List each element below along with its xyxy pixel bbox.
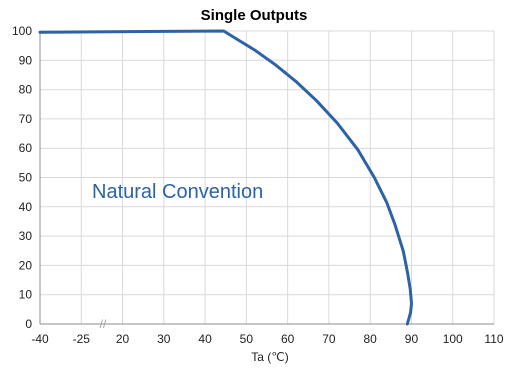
y-tick-label: 70: [19, 112, 33, 126]
y-tick-label: 80: [19, 83, 33, 97]
x-tick-label: -25: [73, 332, 91, 346]
x-tick-label: 40: [198, 332, 212, 346]
x-tick-label: 30: [157, 332, 171, 346]
x-tick-label: 20: [116, 332, 130, 346]
x-tick-label: -40: [31, 332, 49, 346]
grid: [40, 30, 495, 324]
y-tick-label: 90: [19, 53, 33, 67]
series-line-0: [38, 29, 413, 326]
x-tick-label: 50: [240, 332, 254, 346]
y-tick-label: 10: [19, 288, 33, 302]
chart-title: Single Outputs: [201, 7, 308, 24]
annotation-natural-convention: Natural Convention: [92, 181, 263, 203]
y-tick-label: 30: [19, 229, 33, 243]
y-tick-label: 100: [12, 24, 32, 38]
series-layer: [38, 29, 413, 326]
x-tick-label: 100: [443, 332, 463, 346]
axes: [39, 31, 494, 325]
y-tick-label: 60: [19, 141, 33, 155]
x-tick-label: 60: [281, 332, 295, 346]
x-tick-label: 90: [405, 332, 419, 346]
tick-labels: -40 -25 20 30 40 50 60 70 80 90 100 110 0 10 20 30 40 50 6…: [12, 24, 504, 346]
y-tick-label: 40: [19, 200, 33, 214]
y-tick-label: 20: [19, 258, 33, 272]
x-axis-break-mark: //: [100, 317, 107, 331]
x-tick-label: 110: [484, 332, 503, 346]
y-tick-label: 0: [25, 317, 32, 331]
x-axis-title: Ta (℃): [251, 350, 288, 364]
y-tick-label: 50: [19, 171, 33, 185]
x-tick-label: 80: [364, 332, 378, 346]
x-tick-label: 70: [322, 332, 336, 346]
